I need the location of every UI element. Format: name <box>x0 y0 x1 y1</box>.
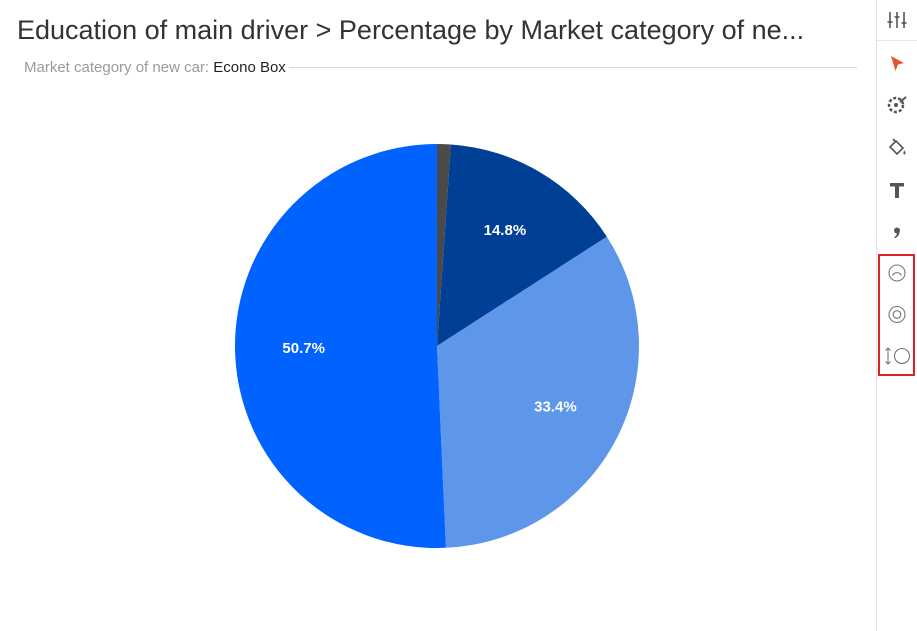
pie-slice-1[interactable] <box>437 144 451 346</box>
slice-label-3: 33.4% <box>534 398 577 415</box>
pie-slice-3[interactable] <box>437 236 639 548</box>
pie-chart: 14.8% 33.4% 50.7% <box>234 144 639 548</box>
slice-label-2: 14.8% <box>484 222 527 239</box>
chart-area: Education of main driver > Percentage by… <box>16 15 857 548</box>
chart-subtitle: Market category of new car: Econo Box <box>16 58 857 78</box>
filter-value: Econo Box <box>213 59 286 76</box>
filter-label: Market category of new car: <box>24 59 210 76</box>
donut-icon[interactable] <box>885 302 909 326</box>
chart-title: Education of main driver > Percentage by… <box>17 15 805 45</box>
highlight-box <box>878 254 915 376</box>
semi-circle-gauge-icon[interactable] <box>885 260 909 284</box>
subtitle-divider <box>16 67 857 68</box>
cursor-arrow-icon[interactable] <box>885 52 909 76</box>
toolbar-divider <box>877 40 917 41</box>
pie-slice-4[interactable] <box>234 144 446 548</box>
color-palette-icon[interactable] <box>885 93 909 117</box>
text-format-icon[interactable] <box>885 178 909 202</box>
filter-caption: Market category of new car: Econo Box <box>16 58 289 78</box>
comma-format-icon[interactable] <box>885 220 909 244</box>
slice-label-4: 50.7% <box>282 340 325 357</box>
paint-bucket-icon[interactable] <box>885 136 909 160</box>
radius-icon[interactable] <box>883 344 913 368</box>
sliders-icon[interactable] <box>885 8 909 32</box>
format-toolbar <box>876 0 917 631</box>
pie-slice-2[interactable] <box>437 144 607 346</box>
